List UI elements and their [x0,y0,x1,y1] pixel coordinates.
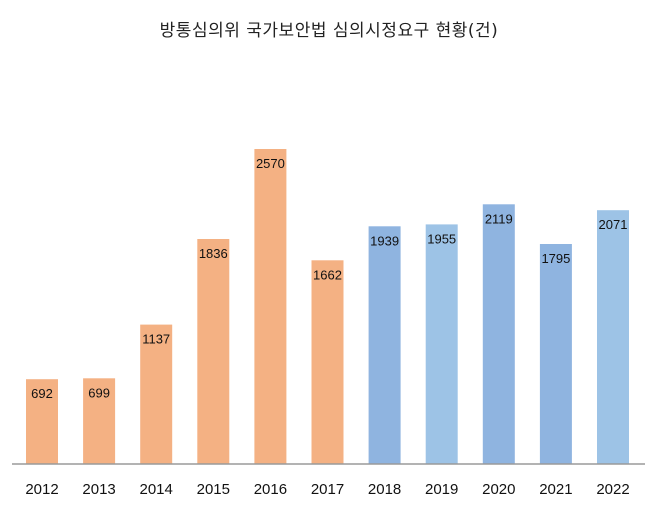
bar-2015 [197,239,230,464]
x-tick-2020: 2020 [482,481,515,498]
bar-2016 [254,149,287,464]
x-tick-labels-group: 2012 2013 2014 2015 2016 2017 2018 2019 2020 2021… [25,481,629,498]
bar-2021 [539,244,572,464]
x-tick-2012: 2012 [25,481,58,498]
data-label-2020: 2119 [485,211,513,226]
x-tick-2015: 2015 [197,481,230,498]
bar-2017 [311,260,344,464]
bar-2022 [597,210,629,464]
x-tick-2017: 2017 [311,481,344,498]
bar-2013 [83,378,116,464]
x-tick-2021: 2021 [539,481,572,498]
data-label-2022: 2071 [599,217,628,232]
x-tick-2019: 2019 [425,481,458,498]
data-label-2018: 1939 [370,233,399,248]
x-tick-2016: 2016 [254,481,287,498]
bar-2020 [482,204,515,465]
data-label-2019: 1955 [427,231,456,246]
bar-2019 [425,224,458,464]
bar-2014 [140,324,173,464]
x-tick-2013: 2013 [82,481,115,498]
data-labels-group: 692 699 1137 1836 2570 1662 1939 1955 2119 1795 20… [31,156,627,401]
data-label-2012: 692 [31,386,53,401]
x-tick-2014: 2014 [140,481,173,498]
data-label-2016: 2570 [256,156,285,171]
bars-group [26,149,629,465]
data-label-2017: 1662 [313,267,342,282]
x-tick-2018: 2018 [368,481,401,498]
data-label-2013: 699 [88,385,110,400]
x-tick-2022: 2022 [596,481,629,498]
data-label-2014: 1137 [142,332,170,347]
bar-2012 [26,379,58,464]
chart-title: 방통심의위 국가보안법 심의시정요구 현황(건) [159,21,499,41]
data-label-2021: 1795 [541,251,570,266]
bar-2018 [368,226,401,464]
data-label-2015: 1836 [199,246,228,261]
